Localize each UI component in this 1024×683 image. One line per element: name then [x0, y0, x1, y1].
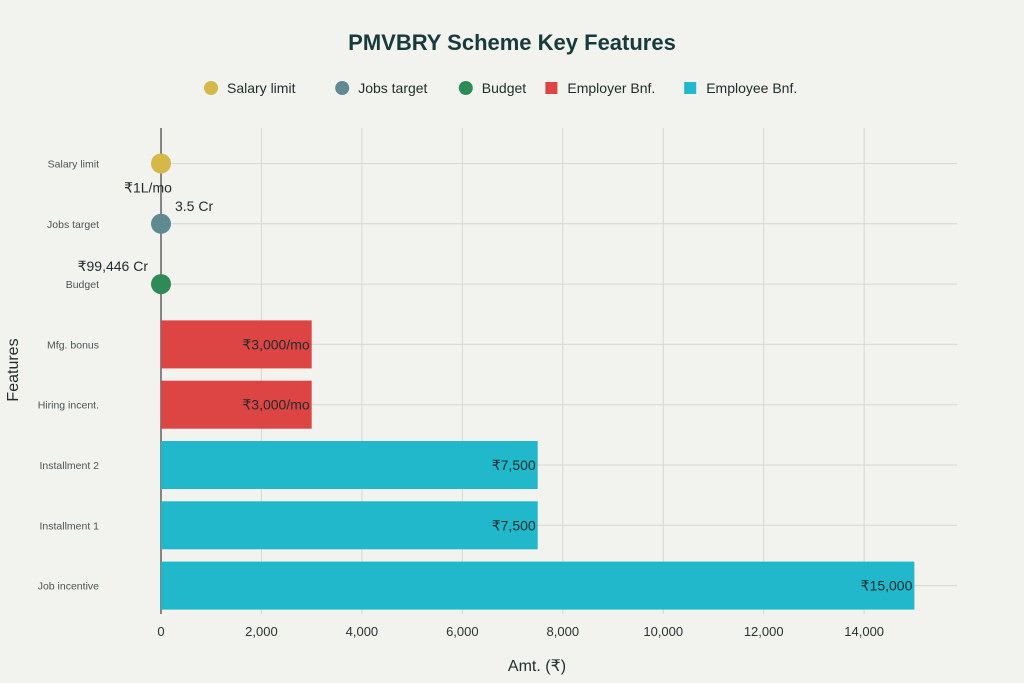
ticks: 0 2,000 4,000 6,000 8,000 10,000 12,000 14,000 S… — [38, 159, 884, 640]
y-tick-label: Jobs target — [47, 219, 99, 231]
data-label-hiring-incent: ₹3,000/mo — [242, 397, 309, 413]
y-tick-label: Mfg. bonus — [47, 339, 99, 351]
legend: Salary limit Jobs target Budget Employer Bn… — [204, 80, 797, 96]
legend-marker-jobs-target — [335, 81, 350, 95]
data-label-installment-1: ₹7,500 — [492, 517, 536, 533]
x-tick-label: 10,000 — [643, 624, 683, 639]
y-tick-label: Hiring incent. — [38, 400, 99, 412]
point-salary-limit — [151, 153, 171, 174]
data-label-budget: ₹99,446 Cr — [78, 258, 149, 274]
legend-marker-employee-bnf — [684, 82, 697, 94]
y-tick-label: Salary limit — [48, 159, 99, 171]
x-tick-label: 12,000 — [744, 624, 784, 639]
x-tick-label: 0 — [157, 624, 164, 639]
bars: ₹1L/mo3.5 Cr ₹99,446 Cr ₹3,000/mo ₹3,000/mo… — [78, 153, 915, 610]
data-label-mfg-bonus: ₹3,000/mo — [242, 336, 309, 352]
y-tick-label: Job incentive — [38, 581, 99, 593]
x-tick-label: 8,000 — [547, 624, 580, 639]
y-tick-label: Installment 2 — [39, 460, 99, 472]
y-tick-label: Installment 1 — [39, 520, 99, 532]
bar-installment-2 — [161, 441, 538, 489]
x-tick-label: 2,000 — [245, 624, 278, 639]
chart-title: PMVBRY Scheme Key Features — [348, 30, 676, 55]
legend-label-budget: Budget — [482, 80, 526, 96]
data-label-jobs-target: 3.5 Cr — [175, 198, 213, 214]
x-tick-label: 14,000 — [844, 624, 884, 639]
x-tick-label: 6,000 — [446, 624, 479, 639]
legend-label-employer-bnf: Employer Bnf. — [567, 80, 655, 96]
data-label-salary-limit: ₹1L/mo — [124, 180, 172, 196]
x-axis-title: Amt. (₹) — [508, 658, 566, 675]
y-tick-label: Budget — [66, 279, 99, 291]
legend-marker-budget — [458, 81, 473, 95]
y-axis-title: Features — [5, 338, 22, 401]
legend-marker-employer-bnf — [545, 82, 558, 94]
bar-mfg-bonus — [161, 320, 312, 369]
point-jobs-target — [151, 213, 171, 234]
legend-label-employee-bnf: Employee Bnf. — [706, 80, 797, 96]
point-budget — [151, 274, 171, 295]
bar-installment-1 — [161, 501, 538, 550]
legend-label-salary-limit: Salary limit — [227, 80, 296, 96]
data-label-installment-2: ₹7,500 — [492, 457, 536, 473]
legend-marker-salary-limit — [204, 81, 218, 95]
data-label-job-incentive: ₹15,000 — [861, 578, 913, 594]
legend-label-jobs-target: Jobs target — [358, 80, 427, 96]
bar-hiring-incent — [161, 380, 312, 429]
bar-job-incentive — [161, 561, 915, 610]
x-tick-label: 4,000 — [346, 624, 379, 639]
